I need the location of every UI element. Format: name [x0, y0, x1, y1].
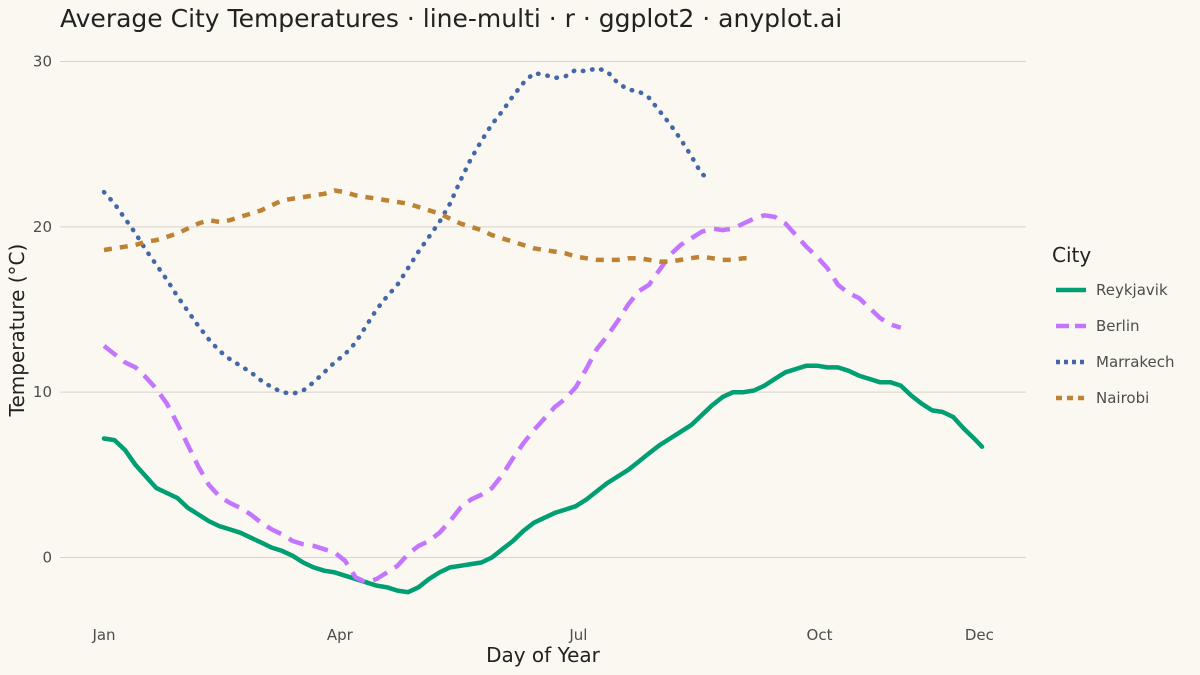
x-axis-title: Day of Year [486, 643, 601, 667]
series-line-berlin [102, 213, 902, 585]
x-tick-labels: Jan Apr Jul Oct Dec [91, 626, 993, 644]
x-tick-label-jul: Jul [568, 626, 587, 644]
x-tick-label-jan: Jan [91, 626, 115, 644]
x-tick-label-dec: Dec [965, 626, 994, 644]
legend-label-reykjavik: Reykjavik [1096, 281, 1168, 299]
series-line-nairobi [103, 188, 754, 264]
legend-label-nairobi: Nairobi [1096, 389, 1149, 407]
x-tick-label-oct: Oct [807, 626, 833, 644]
series-line-marrakech [101, 65, 712, 397]
legend-label-marrakech: Marrakech [1096, 353, 1175, 371]
y-tick-label-0: 0 [42, 549, 52, 567]
x-tick-label-apr: Apr [327, 626, 354, 644]
y-tick-label-10: 10 [33, 383, 52, 401]
y-axis-title: Temperature (°C) [5, 244, 29, 418]
legend-label-berlin: Berlin [1096, 317, 1140, 335]
series-lines [101, 65, 985, 595]
series-line-reykjavik [101, 363, 985, 595]
grid-lines [60, 61, 1026, 558]
legend: City Reykjavik Berlin Marrakech Nairobi [1052, 243, 1175, 407]
y-tick-label-30: 30 [33, 53, 52, 71]
legend-title: City [1052, 243, 1091, 267]
y-tick-label-20: 20 [33, 218, 52, 236]
y-tick-labels: 0 10 20 30 [33, 53, 52, 567]
chart-title: Average City Temperatures · line-multi ·… [60, 4, 842, 33]
